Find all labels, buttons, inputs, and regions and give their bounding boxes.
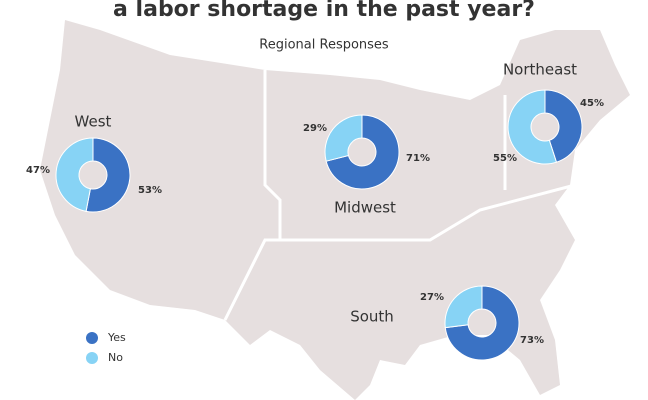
- subtitle: Regional Responses: [259, 38, 389, 53]
- region-title: Northeast: [503, 61, 577, 79]
- legend-label: Yes: [107, 331, 126, 344]
- value-label: 71%: [406, 153, 430, 164]
- region-title: West: [75, 113, 112, 131]
- donut-segment: [544, 89, 583, 163]
- donut-segment: [85, 137, 131, 213]
- value-label: 27%: [420, 292, 444, 303]
- donut-segment: [507, 89, 558, 165]
- value-label: 55%: [493, 153, 517, 164]
- region-title: Midwest: [334, 199, 396, 217]
- region-border: [223, 183, 576, 321]
- legend-label: No: [108, 351, 123, 364]
- donut-segment: [55, 137, 94, 212]
- region-border: [263, 70, 282, 240]
- value-label: 29%: [303, 123, 327, 134]
- donut-segment: [444, 285, 483, 329]
- value-label: 47%: [26, 165, 50, 176]
- donut-segment: [444, 285, 520, 361]
- donut-segment: [324, 114, 363, 162]
- value-label: 45%: [580, 98, 604, 109]
- value-label: 73%: [520, 335, 544, 346]
- region-title: South: [350, 308, 394, 326]
- title: a labor shortage in the past year?: [113, 0, 535, 22]
- donut-segment: [325, 114, 400, 190]
- legend-swatch: [86, 352, 98, 364]
- legend-swatch: [86, 332, 98, 344]
- value-label: 53%: [138, 185, 162, 196]
